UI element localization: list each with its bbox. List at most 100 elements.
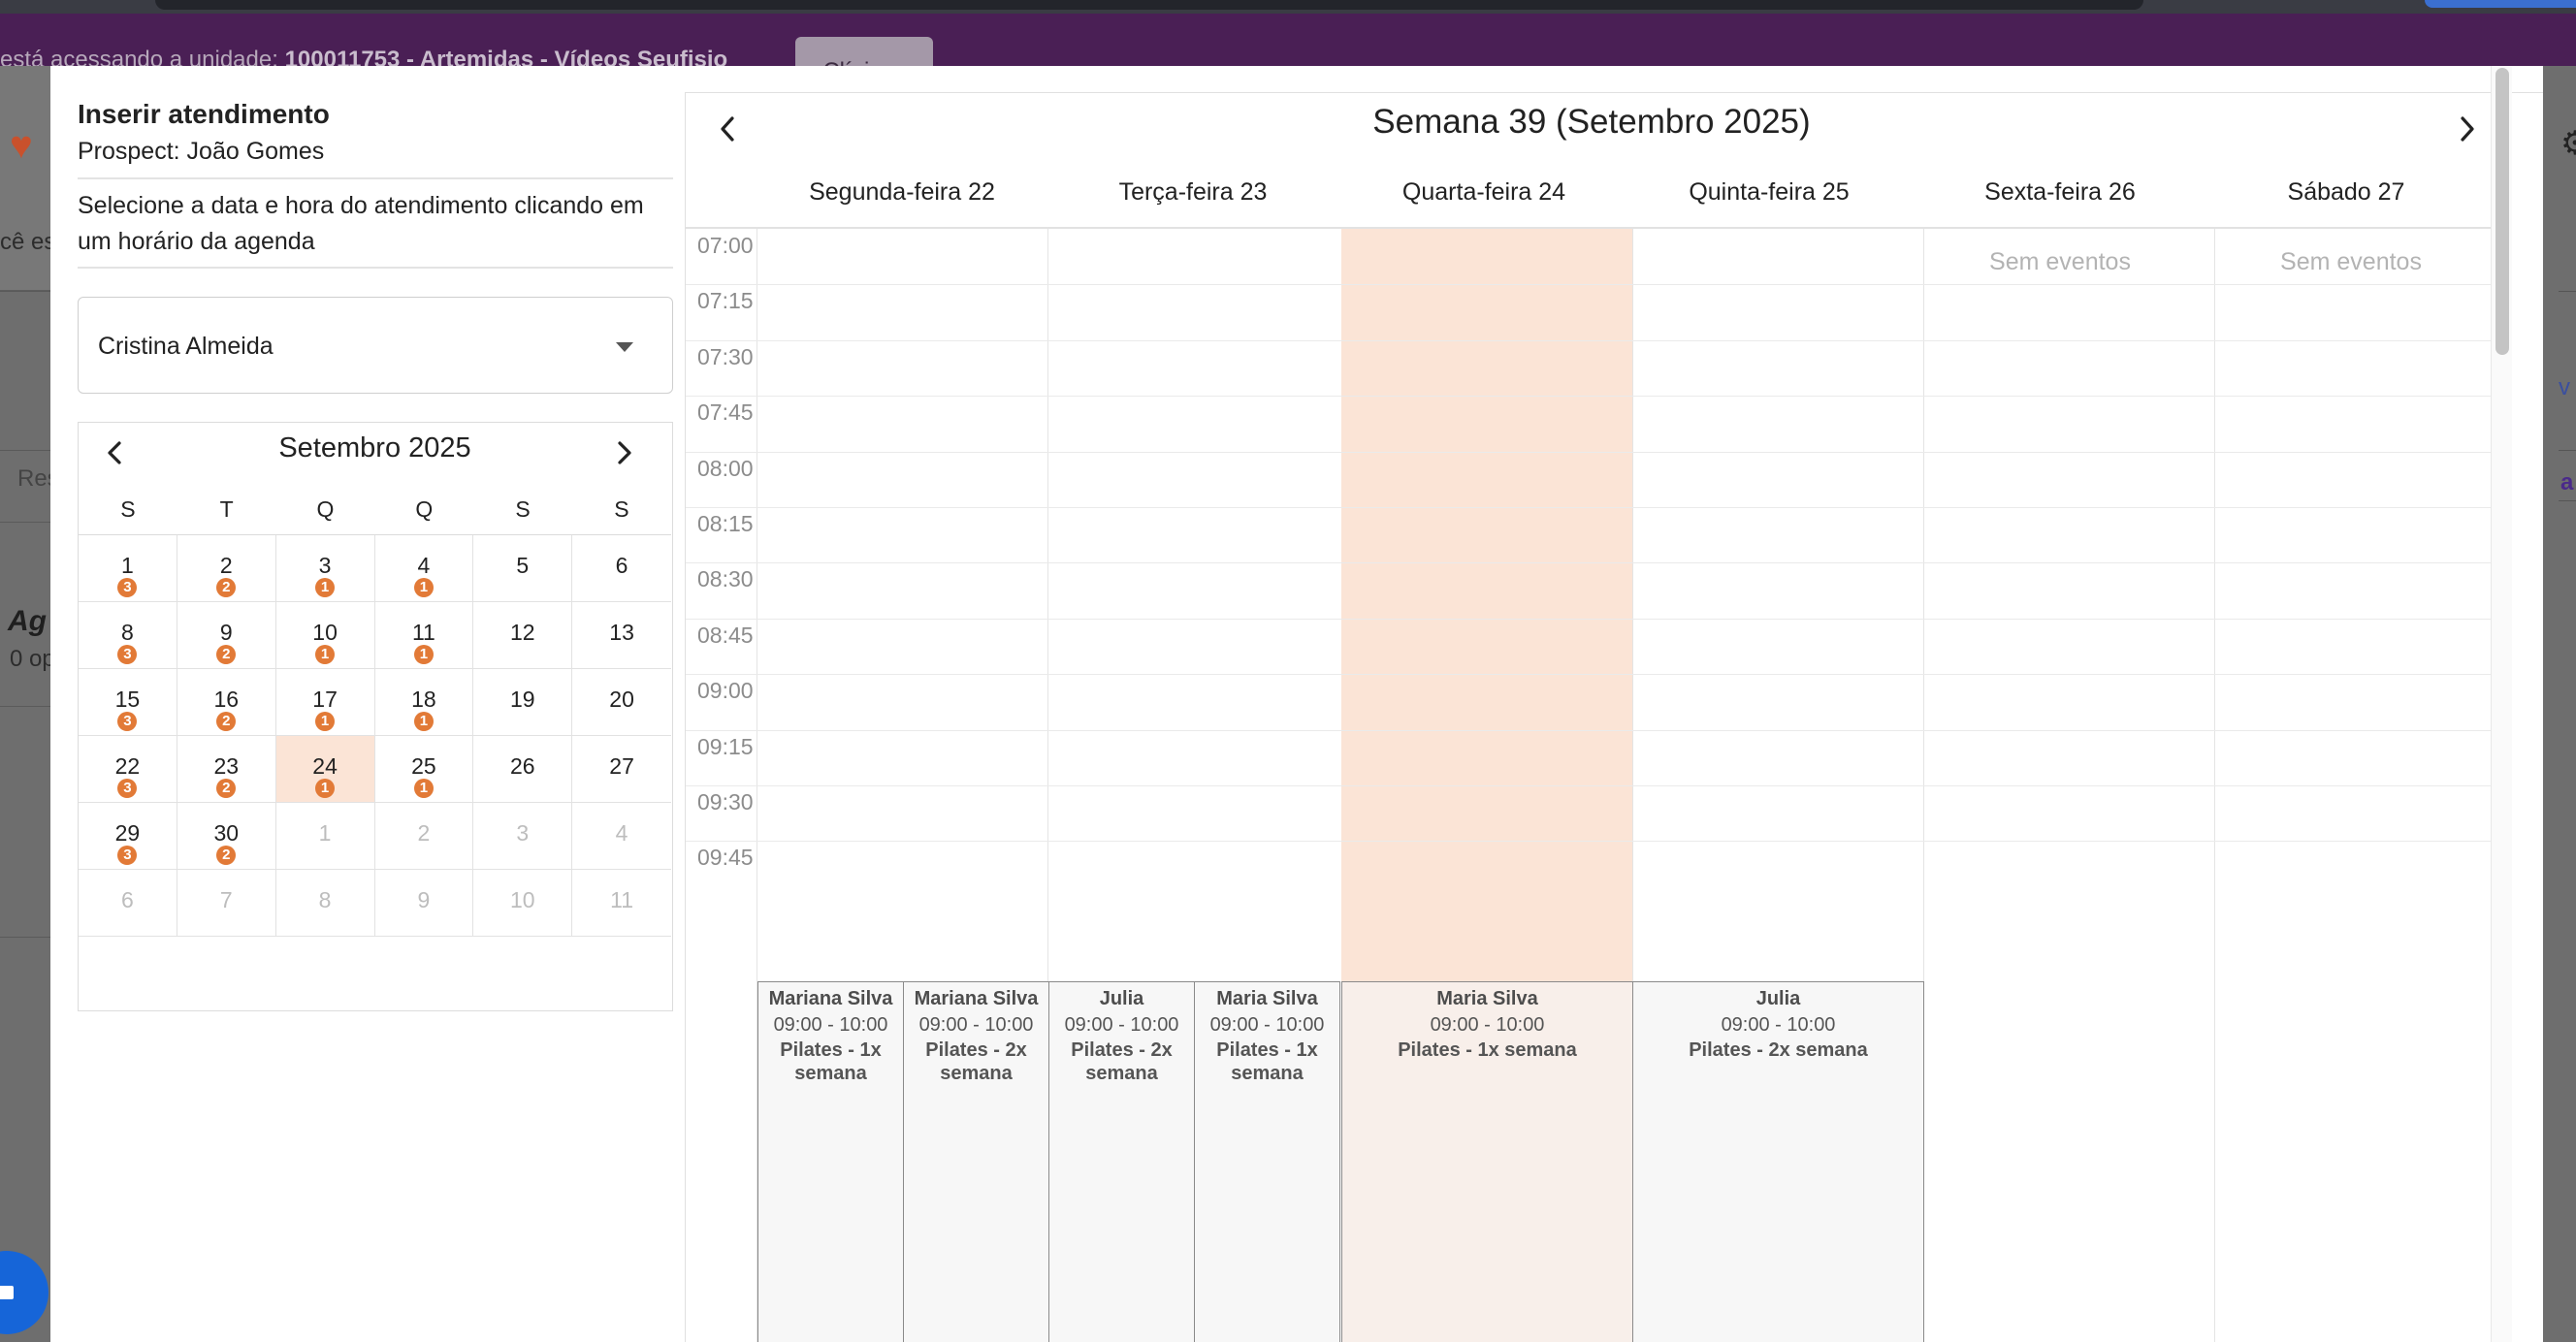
appointment-event[interactable]: Mariana Silva 09:00 - 10:00 Pilates - 1x… [757,981,904,1342]
calendar-day-number: 24 [312,753,338,779]
day-header: Sexta-feira 26 [1984,178,2136,206]
calendar-day-cell[interactable]: 4 [572,803,671,870]
calendar-day-cell[interactable]: 22 3 [79,736,177,803]
chevron-right-icon[interactable] [610,438,639,467]
professional-select-value: Cristina Almeida [98,333,274,360]
calendar-day-cell[interactable]: 13 [572,602,671,669]
appointment-event[interactable]: Julia 09:00 - 10:00 Pilates - 2x semana [1632,981,1924,1342]
calendar-day-number: 26 [509,753,535,779]
divider [78,267,673,269]
chevron-right-icon[interactable] [2451,112,2484,145]
time-slot-line [686,562,2497,563]
week-grid[interactable]: Sem eventos Sem eventos Mariana Silva 09… [686,229,2498,1342]
time-slot-line [686,340,2497,341]
calendar-day-number: 2 [417,820,431,846]
calendar-day-cell[interactable]: 5 [473,535,573,602]
event-time: 09:00 - 10:00 [1721,1014,1836,1036]
calendar-day-number: 3 [516,820,530,846]
calendar-day-cell[interactable]: 10 [473,870,573,937]
calendar-day-cell[interactable]: 6 [79,870,177,937]
appointment-event[interactable]: Julia 09:00 - 10:00 Pilates - 2x semana [1048,981,1195,1342]
calendar-day-cell[interactable]: 3 [473,803,573,870]
event-patient: Mariana Silva [768,988,893,1009]
calendar-day-number: 9 [417,887,431,912]
calendar-day-cell[interactable]: 2 [374,803,474,870]
mini-calendar-weekdays: S T Q Q S S [79,483,671,535]
calendar-day-number: 27 [609,753,634,779]
calendar-day-number: 7 [219,887,233,912]
calendar-day-number: 17 [312,687,338,712]
calendar-day-cell[interactable]: 9 [374,870,474,937]
time-label: 07:45 [697,399,754,425]
time-label: 07:00 [697,233,754,258]
unit-banner: está acessando a unidade: 100011753 - Ar… [0,14,2576,84]
calendar-day-cell[interactable]: 16 2 [177,669,276,736]
calendar-day-cell[interactable]: 15 3 [79,669,177,736]
calendar-day-cell[interactable]: 19 [473,669,573,736]
day-header: Quarta-feira 24 [1401,178,1566,206]
calendar-day-number: 22 [114,753,141,779]
appointment-count-badge: 3 [117,645,138,664]
appointment-count-badge: 1 [315,645,336,664]
appointment-count-badge: 3 [117,578,138,597]
chevron-left-icon[interactable] [100,438,129,467]
calendar-day-cell[interactable]: 29 3 [79,803,177,870]
calendar-day-cell[interactable]: 27 [572,736,671,803]
time-label: 08:30 [697,566,754,591]
no-events-label: Sem eventos [1989,248,2131,275]
scrollbar-thumb[interactable] [2496,68,2509,355]
gear-icon: ⚙ [2560,125,2576,162]
calendar-day-cell[interactable]: 30 2 [177,803,276,870]
calendar-day-cell[interactable]: 10 1 [275,602,375,669]
calendar-day-cell[interactable]: 23 2 [177,736,276,803]
divider [78,177,673,179]
calendar-day-cell[interactable]: 25 1 [374,736,474,803]
calendar-day-cell[interactable]: 8 [275,870,375,937]
calendar-day-cell[interactable]: 26 [473,736,573,803]
event-patient: Julia [1099,988,1144,1009]
time-label: 09:30 [697,789,754,815]
appointment-event[interactable]: Maria Silva 09:00 - 10:00 Pilates - 1x s… [1341,981,1633,1342]
event-patient: Julia [1755,988,1801,1009]
appointment-count-badge: 1 [413,578,434,597]
event-patient: Maria Silva [1216,988,1318,1009]
appointment-count-badge: 2 [216,645,237,664]
calendar-day-number: 18 [411,687,436,712]
logo-heart-icon: ♥ [10,124,33,167]
appointment-count-badge: 1 [315,712,336,731]
time-label: 07:30 [697,344,754,369]
calendar-day-cell[interactable]: 1 [275,803,375,870]
appointment-count-badge: 1 [413,712,434,731]
calendar-day-cell[interactable]: 24 1 [275,736,375,803]
calendar-day-cell[interactable]: 11 1 [374,602,474,669]
time-slot-line [686,619,2497,620]
appointment-count-badge: 1 [315,779,336,798]
time-label: 09:00 [697,678,754,703]
modal-scrollbar[interactable] [2491,66,2512,1342]
professional-select[interactable]: Cristina Almeida [78,297,673,394]
time-slot-line [686,396,2497,397]
calendar-day-cell[interactable]: 20 [572,669,671,736]
calendar-day-cell[interactable]: 11 [572,870,671,937]
calendar-day-number: 25 [411,753,436,779]
calendar-day-cell[interactable]: 6 [572,535,671,602]
calendar-day-number: 9 [219,620,233,645]
calendar-day-cell[interactable]: 7 [177,870,276,937]
calendar-day-number: 4 [417,553,431,578]
caret-down-icon [616,342,633,352]
appointment-event[interactable]: Mariana Silva 09:00 - 10:00 Pilates - 2x… [903,981,1049,1342]
calendar-day-cell[interactable]: 17 1 [275,669,375,736]
calendar-day-cell[interactable]: 12 [473,602,573,669]
appointment-event[interactable]: Maria Silva 09:00 - 10:00 Pilates - 1x s… [1194,981,1340,1342]
divider [686,227,2497,229]
chevron-left-icon[interactable] [711,112,744,145]
mini-calendar-month: Setembro 2025 [278,432,471,463]
calendar-day-cell[interactable]: 18 1 [374,669,474,736]
mini-calendar-grid: 1 3 2 2 3 1 4 1 5 6 8 3 9 2 10 1 11 1 12 13 15 3 16 2 17 1 18 1 19 20… [79,534,671,937]
